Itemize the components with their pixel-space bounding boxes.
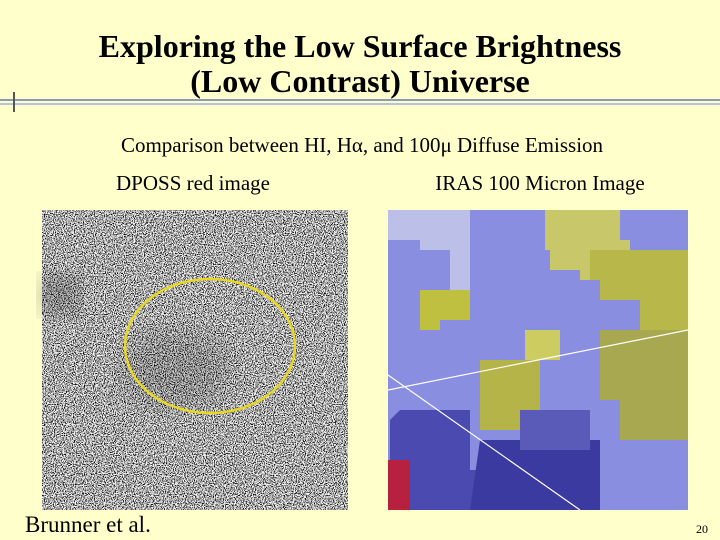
image-label: IRAS 100 Micron Image xyxy=(435,171,644,195)
title-line: (Low Contrast) Universe xyxy=(190,63,530,99)
title-line: Exploring the Low Surface Brightness xyxy=(99,28,622,64)
subtitle: Comparison between HI, Hα, and 100μ Diff… xyxy=(121,133,604,157)
credit: Brunner et al. xyxy=(25,512,151,537)
image-label: DPOSS red image xyxy=(116,171,270,195)
title-rule xyxy=(0,92,720,112)
dposs-image xyxy=(40,210,348,510)
page-number: 20 xyxy=(696,522,708,536)
iras-image xyxy=(388,210,688,510)
